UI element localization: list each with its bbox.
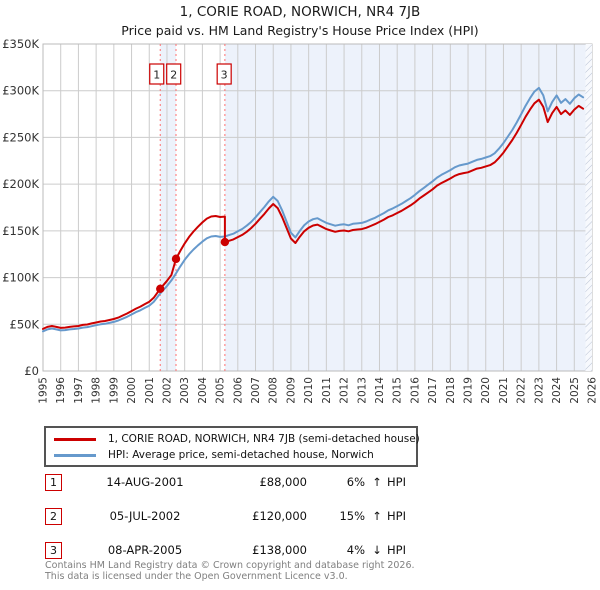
sale-flag-box bbox=[149, 63, 165, 85]
legend-swatch-property-line bbox=[54, 437, 96, 441]
x-tick-label: 2002 bbox=[161, 377, 173, 404]
x-tick-label: 2020 bbox=[480, 377, 492, 404]
x-tick-label: 2018 bbox=[445, 377, 457, 404]
transaction-date: 05-JUL-2002 bbox=[109, 509, 181, 523]
x-tick-label: 2008 bbox=[268, 377, 280, 404]
transaction-hpi-label: HPI bbox=[387, 543, 406, 557]
x-tick-label: 2012 bbox=[339, 377, 351, 404]
transaction-date: 14-AUG-2001 bbox=[106, 475, 184, 489]
sale-marker bbox=[220, 237, 230, 247]
y-tick-label: £150K bbox=[2, 224, 39, 238]
x-tick-label: 2026 bbox=[587, 377, 599, 404]
y-tick-label: £300K bbox=[2, 84, 39, 98]
x-tick-label: 2011 bbox=[321, 377, 333, 404]
sale-flag-number: 2 bbox=[170, 69, 177, 82]
transaction-price: £120,000 bbox=[252, 509, 307, 523]
page-subtitle: Price paid vs. HM Land Registry's House … bbox=[121, 23, 479, 38]
x-tick-label: 2025 bbox=[569, 377, 581, 404]
up-arrow-icon: ↑ bbox=[372, 475, 382, 489]
transaction-hpi-label: HPI bbox=[387, 475, 406, 489]
down-arrow-icon: ↓ bbox=[372, 543, 382, 557]
page-title: 1, CORIE ROAD, NORWICH, NR4 7JB bbox=[179, 4, 421, 20]
x-tick-label: 2001 bbox=[144, 377, 156, 404]
x-tick-label: 1998 bbox=[91, 377, 103, 404]
y-tick-label: £50K bbox=[10, 317, 40, 331]
property-price-line bbox=[42, 98, 585, 330]
sale-flag-number: 1 bbox=[153, 69, 160, 82]
x-tick-label: 2024 bbox=[551, 377, 563, 404]
x-tick-label: 2017 bbox=[427, 377, 439, 404]
x-tick-label: 2022 bbox=[516, 377, 528, 404]
sale-flag-box bbox=[166, 63, 182, 85]
chart-future-hatch-region bbox=[585, 44, 592, 371]
transaction-row: 1 14-AUG-2001 £88,000 6% ↑ HPI bbox=[45, 474, 406, 492]
x-tick-label: 2003 bbox=[179, 377, 191, 404]
transaction-row: 2 05-JUL-2002 £120,000 15% ↑ HPI bbox=[45, 508, 406, 526]
sale-flag-number: 3 bbox=[221, 69, 228, 82]
sale-marker bbox=[156, 284, 165, 293]
legend-label-property: 1, CORIE ROAD, NORWICH, NR4 7JB (semi-de… bbox=[108, 433, 420, 445]
transaction-price: £88,000 bbox=[259, 475, 307, 489]
x-tick-label: 2016 bbox=[409, 377, 421, 404]
y-tick-label: £100K bbox=[2, 271, 39, 285]
shaded-region bbox=[160, 44, 176, 371]
transaction-hpi-label: HPI bbox=[387, 509, 406, 523]
x-tick-label: 2010 bbox=[303, 377, 315, 404]
y-tick-label: £350K bbox=[2, 37, 39, 51]
axis-tick-labels: £0 £50K £100K £150K £200K £250K £300K £350K 1995… bbox=[2, 37, 598, 404]
transaction-number-badge: 2 bbox=[45, 508, 62, 525]
x-tick-label: 2021 bbox=[498, 377, 510, 404]
y-tick-label: £200K bbox=[2, 177, 39, 191]
x-tick-label: 1995 bbox=[38, 377, 50, 404]
x-tick-label: 2014 bbox=[374, 377, 386, 404]
x-tick-label: 2007 bbox=[250, 377, 262, 404]
x-tick-label: 1996 bbox=[55, 377, 67, 404]
legend: 1, CORIE ROAD, NORWICH, NR4 7JB (semi-de… bbox=[44, 426, 420, 467]
sale-point-markers bbox=[156, 237, 230, 293]
transaction-hpi-percent: 15% bbox=[339, 509, 365, 523]
x-tick-label: 2004 bbox=[197, 377, 209, 404]
copyright-line: Contains HM Land Registry data © Crown c… bbox=[45, 560, 415, 571]
x-tick-label: 2013 bbox=[356, 377, 368, 404]
x-tick-label: 2000 bbox=[126, 377, 138, 404]
chart-shaded-ownership-regions bbox=[160, 44, 592, 371]
chart-series-lines bbox=[42, 86, 585, 333]
hpi-line bbox=[42, 86, 585, 333]
transaction-number-badge: 1 bbox=[45, 474, 62, 491]
transaction-number-badge: 3 bbox=[45, 542, 62, 559]
y-tick-label: £0 bbox=[24, 364, 39, 378]
up-arrow-icon: ↑ bbox=[372, 509, 382, 523]
x-tick-label: 2005 bbox=[215, 377, 227, 404]
y-tick-label: £250K bbox=[2, 130, 39, 144]
licence-line: This data is licensed under the Open Gov… bbox=[45, 571, 348, 582]
x-tick-label: 1999 bbox=[108, 377, 120, 404]
transaction-hpi-percent: 4% bbox=[346, 543, 365, 557]
x-tick-label: 2006 bbox=[232, 377, 244, 404]
x-tick-label: 2009 bbox=[285, 377, 297, 404]
legend-item-hpi: HPI: Average price, semi-detached house,… bbox=[46, 447, 416, 463]
chart-gridlines bbox=[42, 43, 593, 372]
x-tick-label: 2023 bbox=[533, 377, 545, 404]
legend-item-property: 1, CORIE ROAD, NORWICH, NR4 7JB (semi-de… bbox=[46, 431, 420, 447]
legend-swatch-hpi-line bbox=[54, 453, 96, 457]
future-hatch bbox=[585, 44, 592, 371]
legend-label-hpi: HPI: Average price, semi-detached house,… bbox=[108, 449, 374, 461]
transaction-date: 08-APR-2005 bbox=[107, 543, 183, 557]
sale-marker bbox=[171, 254, 181, 264]
sale-flag-box bbox=[216, 63, 232, 85]
x-tick-label: 2019 bbox=[463, 377, 475, 404]
x-tick-label: 1997 bbox=[73, 377, 85, 404]
transaction-hpi-percent: 6% bbox=[346, 475, 365, 489]
x-tick-label: 2015 bbox=[392, 377, 404, 404]
transaction-row: 3 08-APR-2005 £138,000 4% ↓ HPI bbox=[45, 542, 406, 560]
transaction-price: £138,000 bbox=[252, 543, 307, 557]
